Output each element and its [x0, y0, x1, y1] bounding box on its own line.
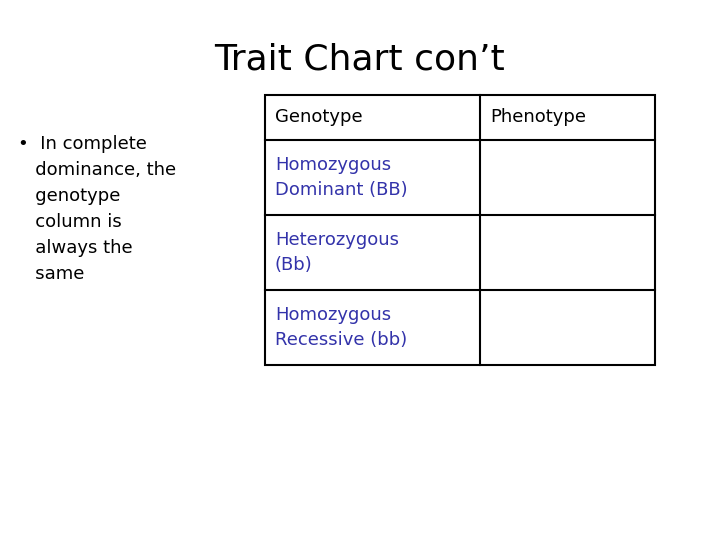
Text: genotype: genotype	[18, 187, 120, 205]
Text: Trait Chart con’t: Trait Chart con’t	[215, 43, 505, 77]
Text: same: same	[18, 265, 84, 283]
Bar	[265, 95, 655, 365]
Text: Genotype: Genotype	[275, 109, 363, 126]
Text: dominance, the: dominance, the	[18, 161, 176, 179]
Text: column is: column is	[18, 213, 122, 231]
Text: always the: always the	[18, 239, 132, 257]
Text: Heterozygous
(Bb): Heterozygous (Bb)	[275, 231, 399, 274]
Text: Homozygous
Recessive (bb): Homozygous Recessive (bb)	[275, 306, 408, 349]
Text: Phenotype: Phenotype	[490, 109, 586, 126]
Text: Homozygous
Dominant (BB): Homozygous Dominant (BB)	[275, 156, 408, 199]
Text: •  In complete: • In complete	[18, 135, 147, 153]
